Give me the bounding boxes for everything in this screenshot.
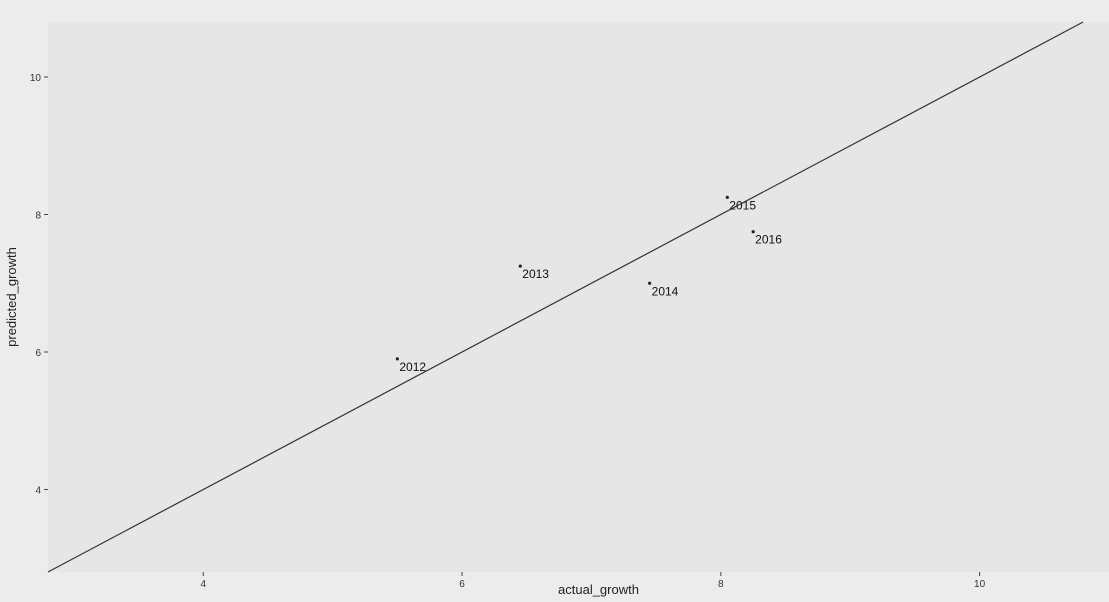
x-tick-label: 6 <box>459 579 465 590</box>
reference-line-group <box>47 21 1084 573</box>
plot-panel <box>48 22 1109 572</box>
points-group: 2012 2013 2014 2015 2016 <box>395 195 782 374</box>
y-tick-label: 4 <box>35 486 41 497</box>
data-point <box>751 230 755 234</box>
y-tick-label: 6 <box>35 348 41 359</box>
reference-line <box>47 21 1084 573</box>
data-point <box>648 281 652 285</box>
data-point <box>725 195 729 199</box>
point-label: 2012 <box>399 360 426 374</box>
y-axis-title: predicted_growth <box>4 247 19 347</box>
point-label: 2013 <box>522 267 549 281</box>
x-axis-ticks: 4 6 8 10 <box>200 572 986 590</box>
data-point <box>518 264 522 268</box>
x-tick-label: 10 <box>974 579 986 590</box>
x-axis-title: actual_growth <box>558 582 639 597</box>
point-label: 2014 <box>652 284 679 298</box>
y-axis-ticks: 4 6 8 10 <box>30 73 48 497</box>
data-point <box>395 357 399 361</box>
y-tick-label: 8 <box>35 211 41 222</box>
x-tick-label: 4 <box>200 579 206 590</box>
x-tick-label: 8 <box>718 579 724 590</box>
point-label: 2015 <box>729 198 756 212</box>
y-tick-label: 10 <box>30 73 42 84</box>
point-label: 2016 <box>755 233 782 247</box>
